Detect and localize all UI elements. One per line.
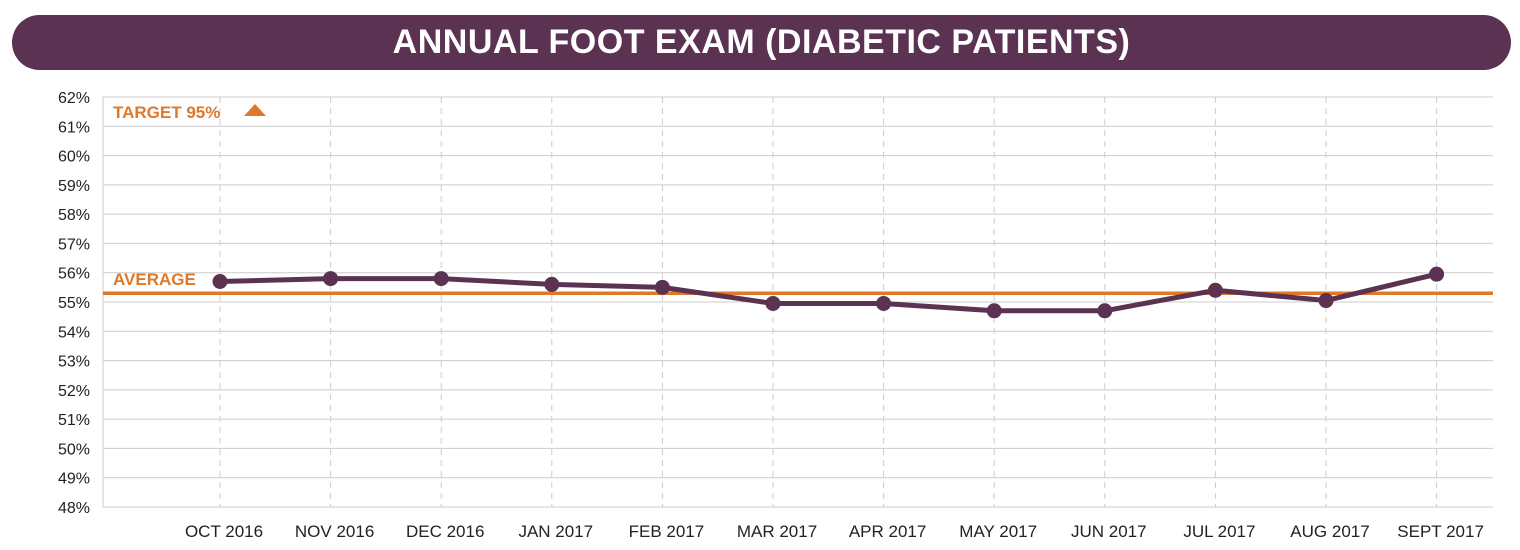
- y-axis: 48% 49% 50% 51% 52% 53% 54% 55% 56% 57% 58% 59% 60% 6…: [58, 90, 90, 517]
- series-layer: [212, 266, 1445, 319]
- data-point: [1429, 266, 1445, 282]
- x-tick-label: APR 2017: [849, 522, 927, 541]
- y-tick-label: 61%: [58, 119, 90, 136]
- reference-layer: AVERAGE TARGET 95%: [103, 103, 1493, 295]
- data-point: [544, 276, 560, 292]
- y-tick-label: 55%: [58, 295, 90, 312]
- x-tick-label: MAY 2017: [959, 522, 1037, 541]
- data-point: [323, 271, 339, 287]
- y-tick-label: 58%: [58, 207, 90, 224]
- x-tick-label: AUG 2017: [1290, 522, 1369, 541]
- x-tick-label: JUN 2017: [1071, 522, 1147, 541]
- x-tick-label: JAN 2017: [518, 522, 593, 541]
- x-tick-label: FEB 2017: [629, 522, 705, 541]
- series-line: [217, 271, 1440, 314]
- x-tick-label: OCT 2016: [185, 522, 263, 541]
- y-tick-label: 57%: [58, 236, 90, 253]
- x-tick-label: DEC 2016: [406, 522, 484, 541]
- chart-title-bar: ANNUAL FOOT EXAM (DIABETIC PATIENTS): [12, 15, 1511, 70]
- data-point: [1318, 293, 1334, 309]
- y-tick-label: 62%: [58, 90, 90, 107]
- target-label: TARGET 95%: [113, 103, 220, 122]
- y-tick-label: 52%: [58, 383, 90, 400]
- y-tick-label: 49%: [58, 471, 90, 488]
- target-up-triangle-icon: [244, 104, 266, 116]
- data-point: [986, 303, 1002, 319]
- y-tick-label: 48%: [58, 500, 90, 517]
- data-point: [654, 279, 670, 295]
- chart-title: ANNUAL FOOT EXAM (DIABETIC PATIENTS): [392, 23, 1131, 61]
- y-tick-label: 50%: [58, 441, 90, 458]
- x-tick-label: SEPT 2017: [1397, 522, 1484, 541]
- x-tick-label: JUL 2017: [1183, 522, 1255, 541]
- y-tick-label: 60%: [58, 149, 90, 166]
- data-point: [765, 295, 781, 311]
- data-point: [433, 271, 449, 287]
- x-tick-label: MAR 2017: [737, 522, 817, 541]
- y-tick-label: 53%: [58, 354, 90, 371]
- y-tick-label: 59%: [58, 178, 90, 195]
- y-tick-label: 51%: [58, 412, 90, 429]
- data-point: [1207, 282, 1223, 298]
- y-tick-label: 56%: [58, 266, 90, 283]
- data-point: [212, 274, 228, 289]
- x-tick-label: NOV 2016: [295, 522, 374, 541]
- y-tick-label: 54%: [58, 324, 90, 341]
- x-axis: OCT 2016 NOV 2016 DEC 2016 JAN 2017 FEB 2017…: [185, 522, 1484, 541]
- data-point: [1097, 303, 1113, 319]
- average-label: AVERAGE: [113, 270, 196, 289]
- data-point: [876, 295, 892, 311]
